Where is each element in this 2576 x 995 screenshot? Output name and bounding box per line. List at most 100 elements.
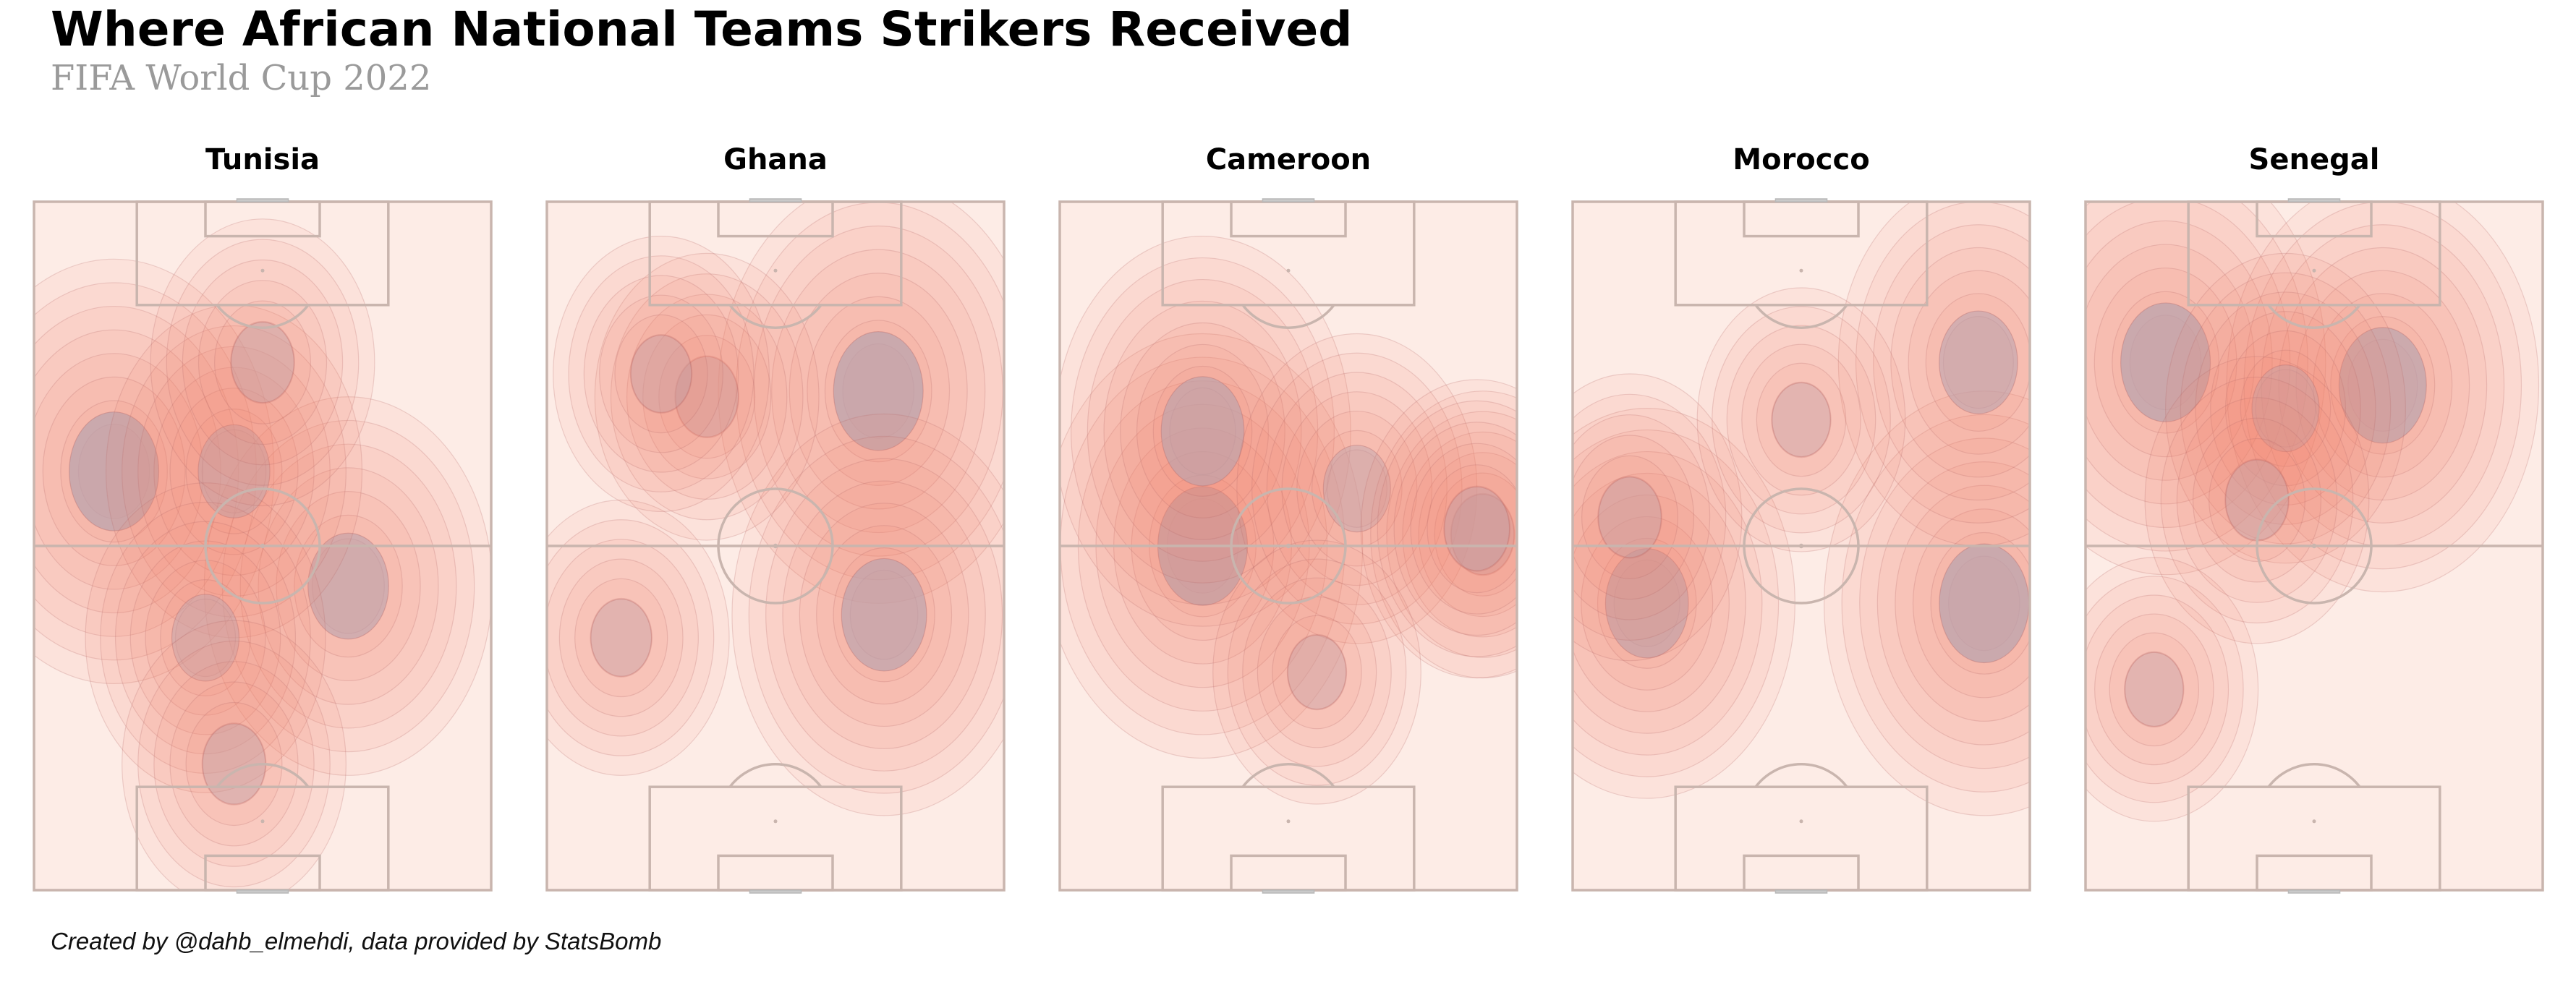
density-peak bbox=[833, 331, 924, 451]
goal-top bbox=[1774, 198, 1828, 202]
density-peak bbox=[1287, 634, 1347, 710]
centre-spot bbox=[2311, 543, 2317, 549]
penalty-arc-top bbox=[728, 304, 822, 329]
density-peak bbox=[2338, 327, 2427, 444]
density-contour bbox=[1573, 435, 1695, 600]
density-contour bbox=[574, 578, 668, 698]
centre-circle bbox=[1230, 487, 1347, 605]
pitch-markings bbox=[33, 198, 493, 894]
density-contour bbox=[2094, 613, 2214, 766]
density-contour bbox=[1434, 472, 1517, 597]
density-contour bbox=[166, 239, 360, 486]
density-contour bbox=[583, 275, 739, 473]
density-contour bbox=[2109, 632, 2200, 747]
density-contour bbox=[1756, 362, 1847, 477]
density-peak bbox=[1322, 445, 1391, 533]
density-contour bbox=[230, 320, 295, 404]
density-contour bbox=[1386, 411, 1517, 658]
penalty-arc-top bbox=[1754, 304, 1848, 329]
centre-spot bbox=[1798, 543, 1804, 549]
density-contour bbox=[1326, 449, 1387, 528]
goal-bottom bbox=[236, 889, 289, 894]
panel-title-tunisia: Tunisia bbox=[205, 143, 320, 176]
density-contour bbox=[1377, 400, 1517, 657]
density-contour bbox=[100, 501, 311, 774]
density-contour bbox=[201, 429, 267, 513]
density-contour bbox=[2124, 651, 2185, 728]
density-contour bbox=[626, 294, 788, 500]
density-contour bbox=[1443, 485, 1511, 572]
pitch-markings bbox=[545, 198, 1006, 894]
centre-circle bbox=[2256, 487, 2373, 605]
density-contour bbox=[1597, 476, 1662, 559]
penalty-spot-top bbox=[1286, 268, 1291, 273]
goal-bottom bbox=[749, 889, 802, 894]
density-contour bbox=[547, 539, 699, 737]
goal-bottom bbox=[2287, 889, 2341, 894]
penalty-spot-top bbox=[2312, 268, 2316, 273]
pitch-markings bbox=[1058, 198, 1518, 894]
panel-title-ghana: Ghana bbox=[723, 143, 828, 176]
density-contour bbox=[1286, 633, 1348, 711]
density-contour bbox=[1712, 306, 1891, 534]
density-contour bbox=[174, 598, 237, 678]
penalty-spot-top bbox=[260, 268, 265, 273]
density-contour bbox=[2086, 557, 2259, 822]
density-contour bbox=[1581, 455, 1678, 579]
penalty-spot-bottom bbox=[1799, 819, 1803, 824]
goal-top bbox=[2287, 198, 2341, 202]
penalty-arc-top bbox=[1241, 304, 1335, 329]
penalty-spot-bottom bbox=[773, 819, 778, 824]
density-contour bbox=[122, 620, 347, 890]
density-peak bbox=[231, 322, 294, 403]
density-contour bbox=[1427, 464, 1517, 594]
goal-bottom bbox=[1262, 889, 1315, 894]
density-contour bbox=[2224, 330, 2347, 487]
penalty-arc-bottom bbox=[2267, 763, 2361, 788]
density-contour bbox=[558, 558, 684, 717]
density-contour bbox=[2195, 291, 2376, 525]
density-contour bbox=[614, 314, 708, 434]
pitch-markings bbox=[1571, 198, 2031, 894]
density-contour bbox=[642, 314, 772, 479]
density-contour bbox=[2160, 376, 2354, 624]
density-peak bbox=[630, 335, 692, 413]
density-contour bbox=[1573, 373, 1743, 662]
density-contour bbox=[1251, 352, 1463, 625]
chart-subtitle: FIFA World Cup 2022 bbox=[51, 58, 432, 98]
penalty-arc-top bbox=[2267, 304, 2361, 329]
density-contour bbox=[2086, 594, 2229, 785]
density-contour bbox=[1402, 431, 1517, 638]
density-contour bbox=[599, 294, 723, 453]
penalty-arc-bottom bbox=[1241, 763, 1335, 788]
credit-caption: Created by @dahb_elmehdi, data provided … bbox=[51, 928, 662, 955]
chart-title: Where African National Teams Strikers Re… bbox=[51, 1, 1353, 57]
penalty-spot-top bbox=[1799, 268, 1803, 273]
density-contour bbox=[1741, 343, 1861, 496]
density-contour bbox=[145, 560, 266, 716]
penalty-spot-bottom bbox=[260, 819, 265, 824]
density-contour bbox=[2086, 576, 2244, 803]
goal-bottom bbox=[1774, 889, 1828, 894]
density-contour bbox=[1227, 558, 1407, 786]
density-contour bbox=[185, 701, 283, 827]
pitch-panel-ghana bbox=[545, 198, 1006, 894]
density-contour bbox=[1450, 492, 1516, 576]
density-contour bbox=[137, 640, 331, 888]
penalty-spot-bottom bbox=[2312, 819, 2316, 824]
density-peak bbox=[2120, 302, 2211, 422]
density-contour bbox=[160, 579, 251, 696]
density-contour bbox=[629, 334, 693, 414]
density-layers bbox=[547, 202, 1004, 816]
penalty-spot-top bbox=[773, 268, 778, 273]
density-contour bbox=[1573, 414, 1711, 620]
density-peak bbox=[1444, 486, 1510, 571]
density-contour bbox=[214, 300, 311, 424]
density-contour bbox=[1771, 381, 1832, 458]
density-contour bbox=[1573, 393, 1727, 641]
centre-circle bbox=[717, 487, 834, 605]
density-contour bbox=[1272, 615, 1362, 730]
density-peak bbox=[69, 411, 160, 531]
density-contour bbox=[185, 408, 283, 534]
